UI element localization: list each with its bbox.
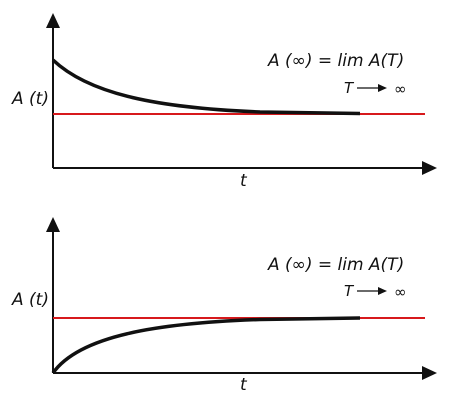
y-axis-arrow [46,13,60,28]
x-axis-arrow [422,161,437,175]
x-axis-arrow [422,366,437,380]
limit-from: T [344,282,355,300]
panel-top: A (∞) = lim A(T) T ∞ A (t) t [11,13,437,191]
decay-curve [51,58,361,116]
limit-to: ∞ [394,80,407,98]
formula: A (∞) = lim A(T) [267,51,404,71]
y-label: A (t) [11,89,49,109]
panel-bottom: A (∞) = lim A(T) T ∞ A (t) t [11,217,437,395]
growth-curve [51,316,361,375]
limit-arrowhead [378,287,387,295]
x-label: t [240,171,248,191]
limit-from: T [344,79,355,97]
y-axis-arrow [46,217,60,232]
limit-to: ∞ [394,283,407,301]
limit-arrowhead [378,84,387,92]
y-label: A (t) [11,290,49,310]
formula: A (∞) = lim A(T) [267,255,404,275]
x-label: t [240,375,248,395]
